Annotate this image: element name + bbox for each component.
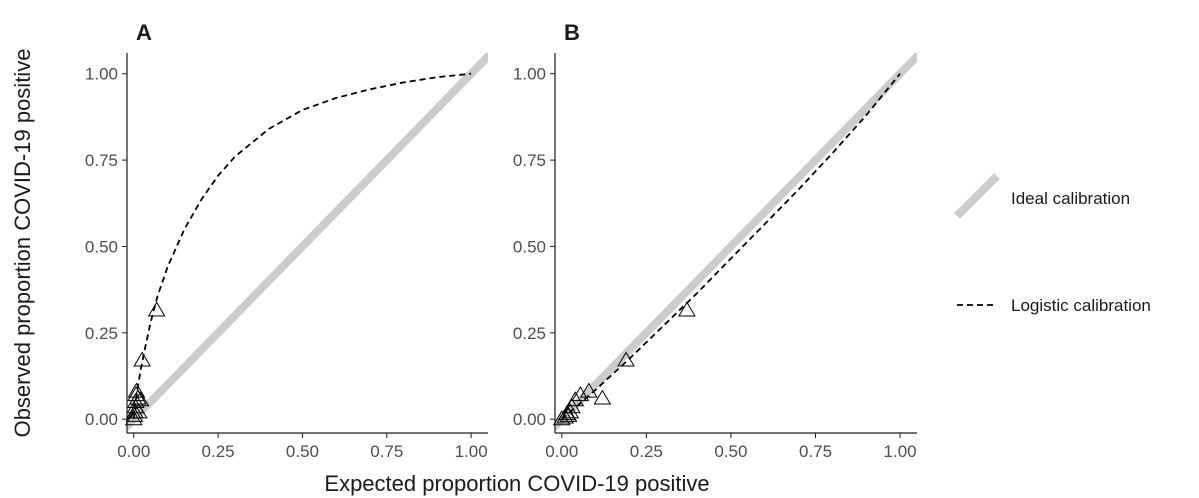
data-point-triangle [128, 389, 147, 405]
x-tick-label: 1.00 [455, 442, 488, 461]
logistic-calibration-curve [561, 73, 901, 420]
panel-tag-B: B [564, 20, 580, 45]
panels-layer: 0.00 0.25 0.50 0.75 1.00 0.00 0.25 0.50 0.75 1.00… [85, 20, 917, 461]
data-point-triangle [125, 406, 144, 422]
y-tick-label: 0.75 [513, 151, 546, 170]
legend: Ideal calibration Logistic calibration [954, 173, 1151, 315]
data-point-triangle [579, 382, 598, 398]
data-point-triangle [566, 391, 585, 407]
x-tick-label: 0.25 [630, 442, 663, 461]
y-tick-label: 0.00 [85, 410, 118, 429]
legend-key-ideal [954, 173, 1000, 219]
x-tick-label: 0.50 [714, 442, 747, 461]
x-tick-label: 0.25 [202, 442, 235, 461]
data-point-triangle [571, 386, 590, 402]
data-point-triangle [127, 382, 146, 398]
data-point-triangle [561, 403, 580, 419]
data-point-triangle [678, 301, 696, 317]
data-point-triangle [129, 403, 148, 419]
y-axis-title: Observed proportion COVID-19 positive [10, 49, 35, 438]
legend-label: Logistic calibration [1011, 296, 1151, 315]
data-point-triangle [617, 351, 635, 367]
panel-A: 0.00 0.25 0.50 0.75 1.00 0.00 0.25 0.50 0.75 1.00… [85, 20, 488, 461]
y-tick-label: 0.25 [85, 324, 118, 343]
x-tick-label: 1.00 [884, 442, 917, 461]
x-tick-label: 0.00 [545, 442, 578, 461]
x-tick-label: 0.50 [286, 442, 319, 461]
data-point-triangle [131, 391, 150, 407]
y-tick-label: 0.50 [513, 237, 546, 256]
y-tick-label: 0.00 [513, 410, 546, 429]
y-tick-label: 0.50 [85, 237, 118, 256]
data-point-triangle [147, 301, 166, 317]
data-point-triangle [133, 351, 152, 367]
y-tick-label: 1.00 [513, 65, 546, 84]
y-tick-label: 0.25 [513, 324, 546, 343]
x-tick-label: 0.75 [799, 442, 832, 461]
x-tick-label: 0.75 [370, 442, 403, 461]
x-axis-title: Expected proportion COVID-19 positive [324, 471, 709, 496]
panel-B: 0.00 0.25 0.50 0.75 1.00 0.00 0.25 0.50 0.75 1.00… [513, 20, 917, 461]
data-point-triangle [593, 389, 612, 405]
panel-tag-A: A [136, 20, 152, 45]
x-tick-label: 0.00 [117, 442, 150, 461]
ideal-calibration-line [127, 53, 488, 432]
y-tick-label: 1.00 [85, 65, 118, 84]
logistic-calibration-curve [132, 72, 472, 420]
y-tick-label: 0.75 [85, 151, 118, 170]
legend-label: Ideal calibration [1011, 189, 1130, 208]
ideal-calibration-line [555, 53, 917, 432]
